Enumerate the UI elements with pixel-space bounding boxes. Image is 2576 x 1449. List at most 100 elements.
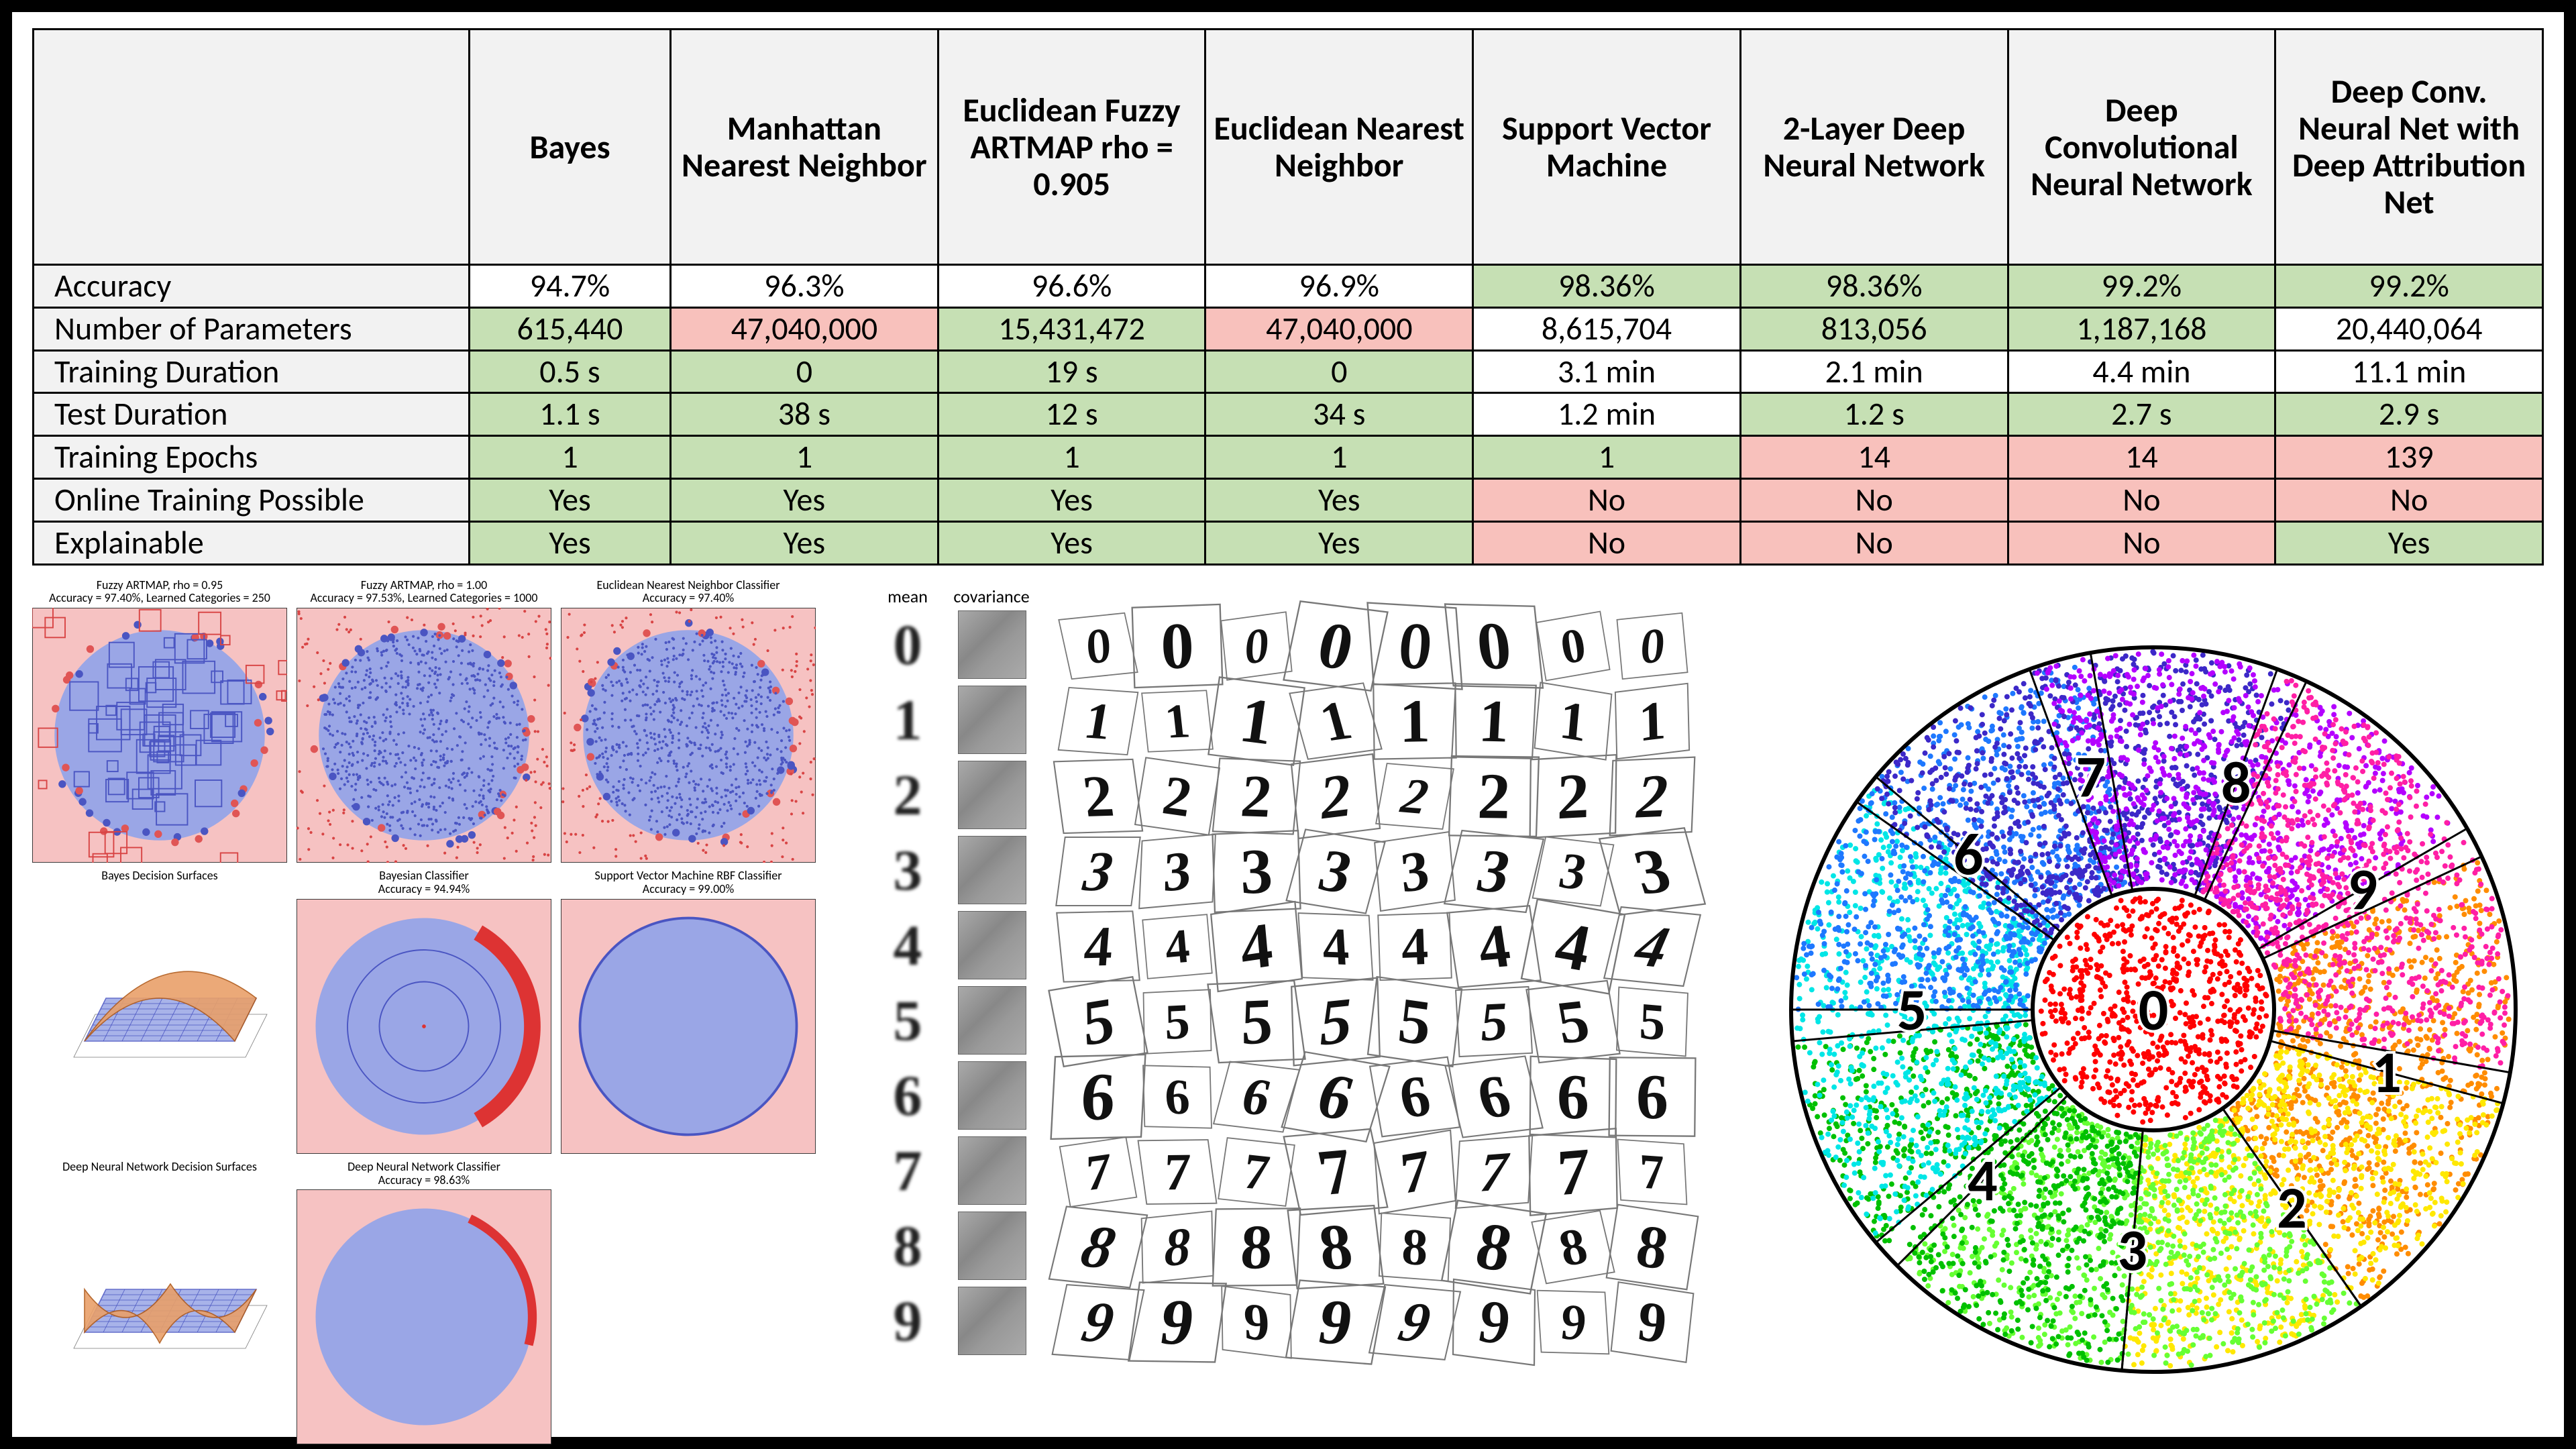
digit-sample: 0 <box>1616 612 1688 679</box>
digit-sample: 1 <box>1534 682 1613 760</box>
col-header: Bayes <box>470 30 671 265</box>
row-header: Test Duration <box>34 393 470 436</box>
handwritten-digit-grid: 0000000011111111222222223333333344444444… <box>1059 610 1692 1361</box>
digit-sample: 9 <box>1368 1284 1461 1360</box>
col-header: Deep Conv. Neural Net with Deep Attribut… <box>2275 30 2543 265</box>
mean-digit-glyph: 1 <box>871 686 945 753</box>
mean-digit-glyph: 9 <box>871 1287 945 1354</box>
covariance-swatch <box>958 1061 1026 1130</box>
mean-cov-row: 8 <box>871 1208 1038 1283</box>
digit-grid-row: 22222222 <box>1059 760 1692 835</box>
table-cell: 96.6% <box>938 265 1205 308</box>
digit-sample: 8 <box>1531 1210 1615 1284</box>
digit-sample: 3 <box>1138 833 1216 909</box>
classifier-thumbnail: Support Vector Machine RBF Classifier Ac… <box>561 869 816 1154</box>
covariance-swatch <box>958 1287 1026 1355</box>
table-cell: Yes <box>671 521 938 564</box>
table-cell: 47,040,000 <box>671 307 938 350</box>
digit-sample: 2 <box>1529 754 1617 839</box>
table-row: Test Duration1.1 s38 s12 s34 s1.2 min1.2… <box>34 393 2543 436</box>
wheel-sector-label: 7 <box>2076 741 2106 813</box>
digit-sample: 3 <box>1599 827 1706 916</box>
table-cell: 99.2% <box>2275 265 2543 308</box>
thumbnail-title: Fuzzy ARTMAP, rho = 1.00 Accuracy = 97.5… <box>311 579 538 606</box>
comparison-table: Bayes Manhattan Nearest Neighbor Euclide… <box>32 28 2544 566</box>
table-row: Training Duration0.5 s019 s03.1 min2.1 m… <box>34 350 2543 393</box>
table-cell: 139 <box>2275 436 2543 479</box>
col-header: Support Vector Machine <box>1473 30 1741 265</box>
table-cell: 96.9% <box>1205 265 1473 308</box>
table-cell: 34 s <box>1205 393 1473 436</box>
mean-header: mean <box>871 586 945 607</box>
table-cell: 94.7% <box>470 265 671 308</box>
row-header: Training Epochs <box>34 436 470 479</box>
row-header: Online Training Possible <box>34 478 470 521</box>
covariance-swatch <box>958 686 1026 754</box>
mean-cov-row: 1 <box>871 682 1038 757</box>
table-cell: 1 <box>470 436 671 479</box>
digit-sample: 1 <box>1373 682 1457 760</box>
table-cell: 813,056 <box>1740 307 2008 350</box>
digit-grid-row: 99999999 <box>1059 1286 1692 1361</box>
digit-sample: 5 <box>1367 975 1462 1067</box>
wheel-sector-label: 9 <box>2347 853 2377 925</box>
digit-sample: 8 <box>1287 1204 1384 1289</box>
table-cell: 2.7 s <box>2008 393 2275 436</box>
digit-sample: 9 <box>1221 1285 1291 1359</box>
digit-sample: 7 <box>1059 1136 1138 1208</box>
table-cell: 1 <box>1473 436 1741 479</box>
table-cell: Yes <box>2275 521 2543 564</box>
digit-grid-row: 77777777 <box>1059 1136 1692 1211</box>
digit-sample: 4 <box>1210 900 1303 992</box>
digit-sample: 2 <box>1291 753 1381 839</box>
covariance-swatch <box>958 1212 1026 1280</box>
scatter-wheel-chart: 1234567890 <box>1784 641 2522 1379</box>
digit-sample: 5 <box>1143 989 1212 1055</box>
table-cell: Yes <box>938 478 1205 521</box>
table-cell: 2.1 min <box>1740 350 2008 393</box>
table-row: Accuracy94.7%96.3%96.6%96.9%98.36%98.36%… <box>34 265 2543 308</box>
digit-sample: 2 <box>1609 756 1696 836</box>
table-cell: 98.36% <box>1473 265 1741 308</box>
mean-cov-row: 6 <box>871 1058 1038 1133</box>
covariance-swatch <box>958 986 1026 1055</box>
digit-grid-row: 33333333 <box>1059 835 1692 910</box>
digit-sample: 2 <box>1053 758 1144 833</box>
digit-grid-row: 44444444 <box>1059 910 1692 985</box>
mean-cov-row: 5 <box>871 983 1038 1058</box>
table-row: Online Training PossibleYesYesYesYesNoNo… <box>34 478 2543 521</box>
table-cell: No <box>1740 521 2008 564</box>
mean-digit-glyph: 3 <box>871 837 945 904</box>
digit-sample: 0 <box>1444 603 1544 688</box>
mean-digit-glyph: 7 <box>871 1137 945 1204</box>
digit-sample: 9 <box>1452 1278 1536 1365</box>
digit-sample: 1 <box>1141 690 1214 752</box>
table-cell: No <box>1740 478 2008 521</box>
table-cell: 99.2% <box>2008 265 2275 308</box>
col-header: Deep Convolutional Neural Network <box>2008 30 2275 265</box>
table-cell: 1 <box>1205 436 1473 479</box>
table-cell: 98.36% <box>1740 265 2008 308</box>
digit-sample: 8 <box>1049 1205 1148 1288</box>
col-header: Euclidean Fuzzy ARTMAP rho = 0.905 <box>938 30 1205 265</box>
digit-sample: 7 <box>1373 1129 1456 1214</box>
digit-sample: 0 <box>1131 603 1223 688</box>
col-header: Manhattan Nearest Neighbor <box>671 30 938 265</box>
digit-sample: 2 <box>1212 757 1301 835</box>
scatter-wheel-panel: 1234567890 <box>1763 579 2544 1445</box>
thumbnail-title: Fuzzy ARTMAP, rho = 0.95 Accuracy = 97.4… <box>49 579 270 606</box>
table-cell: Yes <box>470 521 671 564</box>
table-cell: 1.1 s <box>470 393 671 436</box>
wheel-sector-label: 1 <box>2371 1036 2402 1109</box>
table-cell: 4.4 min <box>2008 350 2275 393</box>
table-cell: 0.5 s <box>470 350 671 393</box>
digit-sample: 4 <box>1297 912 1373 981</box>
digit-sample: 1 <box>1615 682 1690 759</box>
mean-digit-glyph: 8 <box>871 1212 945 1279</box>
mean-cov-row: 9 <box>871 1283 1038 1358</box>
classifier-thumbnail: Fuzzy ARTMAP, rho = 0.95 Accuracy = 97.4… <box>32 579 287 863</box>
covariance-swatch <box>958 836 1026 904</box>
digit-sample: 7 <box>1617 1138 1688 1205</box>
classifier-thumbnail: Deep Neural Network Decision Surfaces <box>32 1161 287 1445</box>
table-cell: 38 s <box>671 393 938 436</box>
